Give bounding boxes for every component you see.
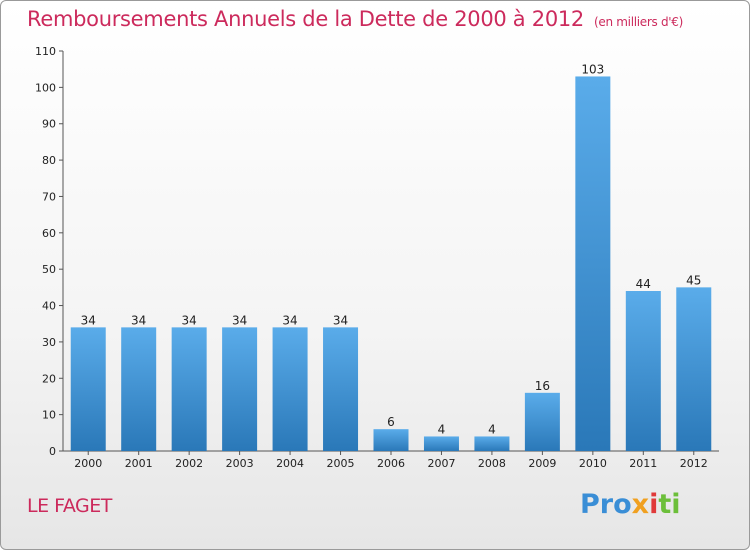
y-tick-label: 70 (42, 190, 56, 203)
chart-unit: (en milliers d'€) (594, 15, 684, 29)
bar-2008 (474, 436, 510, 451)
y-tick-label: 20 (42, 372, 56, 385)
y-tick-label: 60 (42, 227, 56, 240)
y-tick-label: 10 (42, 409, 56, 422)
bar-value-label: 34 (131, 313, 146, 327)
y-tick-label: 90 (42, 118, 56, 131)
bar-value-label: 103 (581, 62, 604, 76)
chart-title: Remboursements Annuels de la Dette de 20… (27, 7, 683, 31)
bar-2009 (524, 392, 560, 451)
bar-value-label: 34 (81, 313, 96, 327)
bar-2007 (423, 436, 459, 451)
bar-value-label: 34 (282, 313, 297, 327)
bar-2001 (121, 327, 157, 451)
x-tick-label: 2009 (528, 457, 556, 470)
logo-part-1: Pro (580, 489, 632, 520)
x-tick-label: 2010 (579, 457, 607, 470)
bar-2002 (171, 327, 207, 451)
x-tick-label: 2008 (478, 457, 506, 470)
bar-2004 (272, 327, 308, 451)
y-tick-label: 0 (49, 445, 56, 458)
y-tick-label: 40 (42, 300, 56, 313)
y-tick-label: 50 (42, 263, 56, 276)
x-tick-label: 2005 (327, 457, 355, 470)
x-tick-label: 2003 (226, 457, 254, 470)
logo-part-4: ti (658, 489, 681, 520)
x-tick-label: 2001 (125, 457, 153, 470)
y-tick-label: 30 (42, 336, 56, 349)
y-tick-label: 80 (42, 154, 56, 167)
bar-value-label: 6 (387, 415, 395, 429)
logo-part-2: x (631, 489, 650, 520)
bar-value-label: 4 (488, 422, 496, 436)
x-tick-label: 2002 (175, 457, 203, 470)
bar-value-label: 34 (232, 313, 247, 327)
logo-part-3: i (649, 489, 659, 520)
bar-value-label: 16 (535, 379, 550, 393)
bar-2011 (625, 291, 661, 451)
bar-2003 (222, 327, 258, 451)
x-tick-label: 2006 (377, 457, 405, 470)
bar-value-label: 4 (438, 422, 446, 436)
x-tick-label: 2004 (276, 457, 304, 470)
bar-2000 (70, 327, 106, 451)
bar-2006 (373, 429, 409, 451)
bar-2010 (575, 76, 611, 452)
chart-title-text: Remboursements Annuels de la Dette de 20… (27, 7, 584, 31)
bar-2012 (676, 287, 712, 451)
bar-value-label: 34 (182, 313, 197, 327)
x-tick-label: 2011 (629, 457, 657, 470)
x-tick-label: 2012 (680, 457, 708, 470)
bar-value-label: 44 (636, 277, 651, 291)
y-tick-label: 100 (35, 81, 56, 94)
x-tick-label: 2000 (74, 457, 102, 470)
bar-value-label: 34 (333, 313, 348, 327)
bar-value-label: 45 (686, 273, 701, 287)
y-tick-label: 110 (35, 45, 56, 58)
proxiti-logo[interactable]: Proxiti (580, 489, 681, 520)
commune-name: LE FAGET (27, 495, 112, 517)
bar-2005 (323, 327, 359, 451)
x-tick-label: 2007 (427, 457, 455, 470)
